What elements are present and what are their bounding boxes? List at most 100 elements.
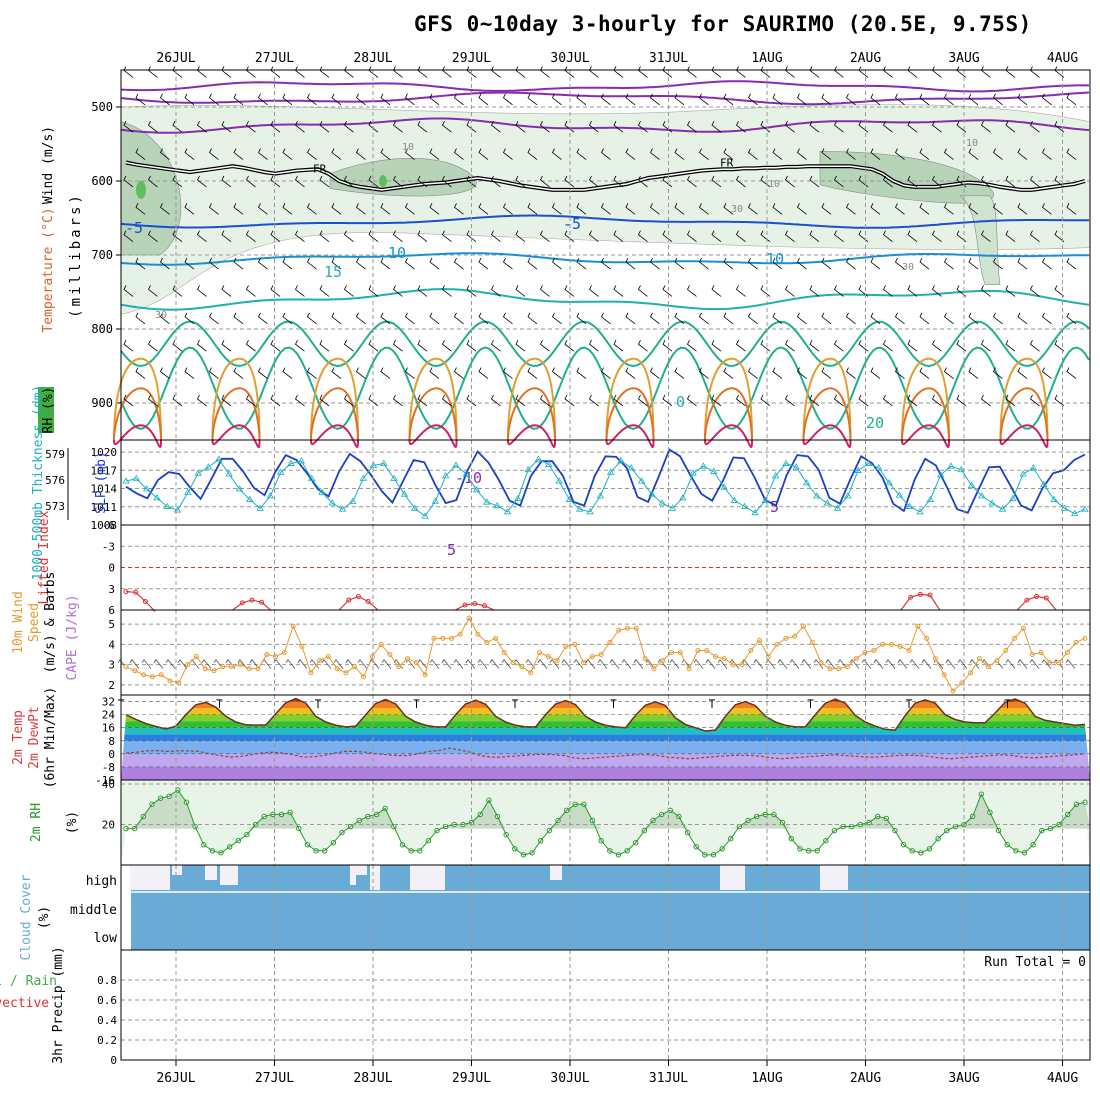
wind-barb: [943, 203, 954, 215]
slp-tick-label: 1020: [91, 446, 118, 459]
wind-barb: [441, 66, 452, 78]
wind-barb: [564, 340, 575, 352]
thickness-point: [431, 497, 440, 504]
wind-barb: [196, 230, 207, 242]
thickness-point: [658, 499, 666, 506]
wind-barb: [221, 340, 232, 352]
isotherm-35: [113, 387, 162, 441]
wind-barb: [613, 230, 624, 242]
wind-barb: [711, 175, 722, 188]
wind-barb: [233, 148, 244, 160]
wind-barb: [319, 175, 330, 188]
temp-tick-label: 32: [102, 696, 115, 709]
wind-barb: [368, 230, 379, 242]
isotherm-30: [802, 357, 852, 441]
wind-barb: [1005, 394, 1016, 407]
thickness-point: [472, 486, 481, 493]
bottom-date-label: 1AUG: [751, 1071, 782, 1086]
stability-axis-label: Lifted Index CAPE (J/kg): [37, 510, 80, 680]
isotherm--10: [120, 91, 1090, 106]
wind-barb: [784, 120, 795, 133]
temp-tick-label: -8: [102, 761, 115, 774]
wind-barb: [1005, 120, 1016, 133]
wind-barb: [674, 203, 685, 215]
cloud-gap: [350, 865, 356, 885]
rh-contour-label: 10: [966, 138, 978, 149]
cloud-fill: [131, 865, 1090, 950]
wind-barb: [404, 257, 415, 270]
cloud-gap: [370, 865, 380, 890]
wind-barb: [306, 93, 317, 106]
wind-barb: [172, 230, 183, 242]
wind-barb: [208, 257, 219, 270]
temp-band: [121, 766, 1090, 780]
wind-barb: [123, 340, 134, 352]
surface-wind-barb: [1029, 659, 1040, 669]
wind-barb: [196, 394, 207, 407]
top-date-label: 29JUL: [452, 51, 491, 66]
thickness-point: [823, 499, 831, 506]
wind-barb: [221, 120, 232, 133]
wind-barb: [772, 257, 783, 270]
wind-barb: [282, 93, 293, 106]
wind-barb: [245, 175, 256, 188]
wind-barb: [1041, 93, 1052, 106]
temperature-axis-label: Temperature (°C): [41, 207, 56, 332]
thickness-point: [967, 481, 976, 488]
wind-barb: [686, 340, 697, 352]
thickness-point: [648, 490, 656, 497]
wind-barb: [257, 93, 268, 106]
surface-wind-barb: [321, 659, 332, 669]
wind-barb: [343, 175, 354, 188]
rh-shade-dark: [819, 151, 994, 204]
thickness-point: [1060, 504, 1069, 511]
wind-barb: [184, 367, 195, 379]
wind-barb: [637, 394, 648, 407]
temp-tick-label: 16: [102, 722, 115, 735]
wind-barb: [515, 120, 526, 133]
thickness-point: [936, 471, 945, 478]
wind-barb: [845, 367, 856, 379]
wind-barb: [760, 66, 771, 78]
thickness-point: [400, 490, 409, 497]
wind-barb: [294, 340, 305, 352]
wind-barb: [147, 120, 158, 133]
wind-barb: [221, 285, 232, 297]
wind-barb: [600, 203, 611, 215]
thickness-point: [493, 501, 501, 509]
wind-barb: [711, 340, 722, 352]
thickness-point: [276, 468, 285, 475]
wind-barb: [392, 394, 403, 407]
wind-barb: [490, 394, 501, 407]
precip-label: 3hr Precip (mm): [51, 946, 66, 1063]
surface-wind-barb: [669, 659, 680, 669]
wind-barb: [478, 93, 489, 106]
wind-barb: [270, 175, 281, 188]
wind-barb: [772, 148, 783, 160]
wind-barb: [956, 66, 967, 78]
thickness-point: [462, 470, 470, 477]
isotherm-35: [999, 387, 1049, 441]
wind-barb: [613, 285, 624, 297]
surface-wind-barb: [717, 659, 728, 669]
wind-barb: [564, 175, 575, 188]
contour-label: 5: [447, 541, 456, 559]
wind-barb: [404, 312, 415, 325]
wind-speed-point: [123, 664, 129, 670]
isotherm-25: [120, 346, 1090, 430]
wind-barb: [870, 257, 881, 270]
wind-barb: [392, 340, 403, 352]
wind-barb: [490, 230, 501, 242]
wind-barb: [1029, 340, 1040, 352]
surface-wind-barb: [753, 659, 764, 669]
isotherm-40: [310, 424, 359, 449]
surface-wind-barb: [285, 659, 296, 669]
wind-barb: [674, 367, 685, 379]
bottom-date-label: 4AUG: [1047, 1071, 1078, 1086]
thickness-point: [369, 461, 378, 468]
wind-barb: [294, 285, 305, 297]
isotherm-40: [901, 424, 950, 449]
wind-barb: [257, 203, 268, 215]
wind-barb: [355, 367, 366, 379]
run-total: Run Total = 0: [984, 955, 1086, 970]
